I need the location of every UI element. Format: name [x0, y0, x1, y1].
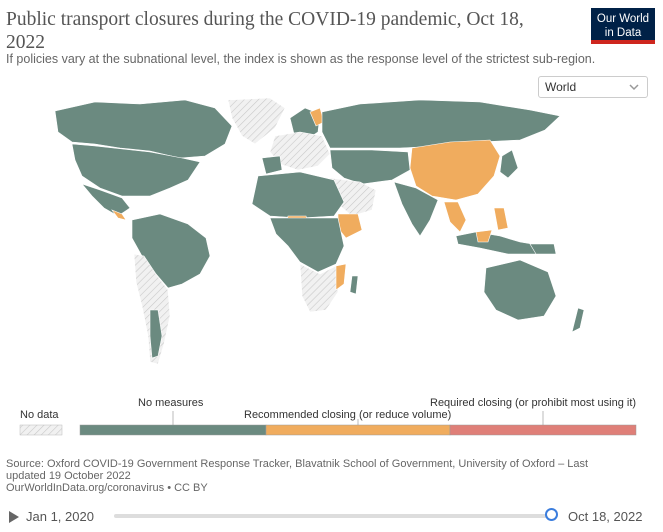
legend-swatch-no-measures[interactable]: [79, 424, 267, 436]
region-select[interactable]: World: [538, 76, 648, 98]
source-note: Source: Oxford COVID-19 Government Respo…: [6, 458, 606, 494]
chart-subtitle: If policies vary at the subnational leve…: [6, 52, 596, 66]
timeline[interactable]: Jan 1, 2020 Oct 18, 2022: [0, 505, 663, 529]
legend-label-recommended: Recommended closing (or reduce volume): [244, 409, 452, 421]
legend-swatch-required[interactable]: [449, 424, 637, 436]
legend-label-no-data: No data: [20, 409, 59, 421]
region-papua[interactable]: [529, 243, 557, 255]
region-usa[interactable]: [71, 143, 201, 197]
region-mexico[interactable]: [81, 183, 131, 217]
region-north-africa[interactable]: [251, 171, 345, 219]
region-canada[interactable]: [54, 99, 233, 159]
timeline-start-label[interactable]: Jan 1, 2020: [26, 509, 94, 524]
world-map[interactable]: [0, 96, 663, 376]
source-line-2[interactable]: OurWorldInData.org/coronavirus • CC BY: [6, 482, 208, 494]
region-india[interactable]: [393, 181, 439, 237]
region-mozambique[interactable]: [335, 263, 347, 291]
region-southern-africa[interactable]: [299, 263, 339, 313]
region-europe[interactable]: [269, 131, 331, 171]
legend-swatch-no-data[interactable]: [19, 424, 63, 436]
region-new-zealand[interactable]: [571, 307, 585, 333]
source-line-1: Source: Oxford COVID-19 Government Respo…: [6, 458, 589, 482]
region-south-america-north[interactable]: [131, 213, 211, 289]
logo-line-2: in Data: [604, 27, 642, 39]
region-southeast-asia[interactable]: [443, 201, 467, 233]
timeline-end-label[interactable]: Oct 18, 2022: [568, 509, 643, 524]
region-central-africa[interactable]: [269, 217, 345, 273]
chevron-down-icon: [629, 84, 639, 91]
region-australia[interactable]: [483, 259, 557, 321]
region-philippines[interactable]: [493, 207, 509, 231]
region-central-america[interactable]: [111, 209, 127, 221]
logo-line-1: Our World: [596, 13, 650, 25]
timeline-handle[interactable]: [545, 508, 558, 521]
region-malaysia[interactable]: [475, 229, 493, 243]
region-madagascar[interactable]: [349, 275, 359, 295]
region-patagonia[interactable]: [149, 309, 163, 359]
region-iberia[interactable]: [261, 155, 283, 175]
timeline-track[interactable]: [114, 514, 552, 518]
legend-label-required: Required closing (or prohibit most using…: [430, 397, 637, 409]
region-japan-korea[interactable]: [499, 149, 519, 179]
region-greenland[interactable]: [227, 97, 286, 145]
legend-swatch-recommended[interactable]: [265, 424, 451, 436]
region-central-asia[interactable]: [329, 149, 411, 185]
map-legend: [19, 411, 637, 436]
region-select-value: World: [545, 80, 577, 94]
region-russia[interactable]: [321, 99, 561, 149]
region-china[interactable]: [409, 139, 501, 201]
legend-label-no-measures: No measures: [138, 397, 204, 409]
owid-logo[interactable]: Our World in Data: [591, 8, 655, 44]
region-indonesia[interactable]: [455, 231, 545, 255]
chart-title: Public transport closures during the COV…: [6, 9, 524, 53]
play-icon[interactable]: [8, 511, 20, 523]
